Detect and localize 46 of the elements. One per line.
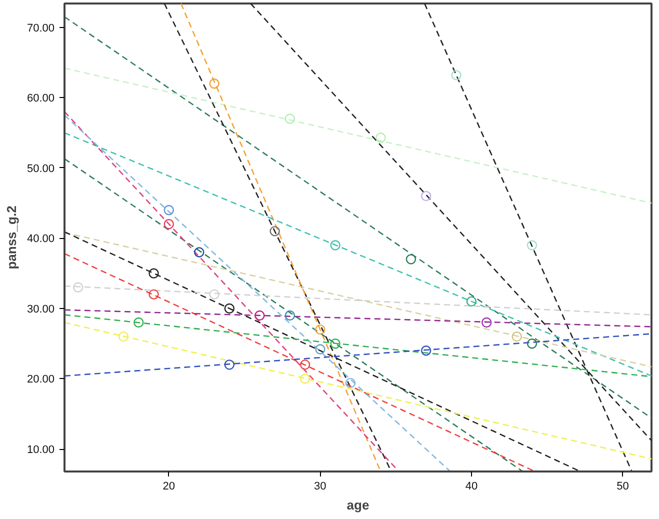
- point: [254, 310, 265, 321]
- y-tick-label: 60.00: [26, 92, 55, 105]
- point: [406, 254, 416, 264]
- x-tick-label: 30: [314, 480, 326, 492]
- point: [420, 346, 432, 356]
- point: [345, 378, 356, 388]
- y-tick-label: 30.00: [26, 303, 55, 316]
- point: [512, 331, 522, 342]
- point: [330, 338, 340, 349]
- point: [376, 132, 386, 143]
- point: [118, 331, 129, 342]
- point: [270, 226, 280, 236]
- x-tick-label: 20: [162, 480, 176, 492]
- point: [315, 324, 326, 335]
- y-tick-label: 10.00: [26, 444, 55, 456]
- y-tick-label: 20.00: [26, 374, 55, 386]
- x-tick-label: 40: [465, 480, 478, 492]
- point: [194, 247, 204, 258]
- point: [330, 240, 340, 250]
- point: [284, 310, 296, 321]
- point: [526, 338, 538, 349]
- point: [224, 303, 235, 314]
- point: [73, 282, 84, 292]
- point: [315, 344, 326, 354]
- point: [209, 78, 220, 89]
- y-tick-label: 50.00: [26, 162, 55, 175]
- y-tick-label: 40.00: [26, 233, 55, 246]
- point: [209, 289, 220, 300]
- point: [164, 219, 174, 230]
- point: [224, 360, 235, 370]
- point: [164, 205, 174, 216]
- y-tick-label: 70.00: [26, 22, 55, 34]
- point: [134, 317, 144, 328]
- point: [148, 268, 159, 278]
- point: [481, 317, 492, 328]
- point: [420, 190, 432, 202]
- y-axis-title: panss_g.2: [4, 206, 19, 270]
- x-tick-label: 50: [616, 480, 629, 492]
- point: [300, 360, 310, 370]
- point: [451, 70, 462, 80]
- point: [300, 374, 310, 384]
- point: [148, 289, 159, 300]
- point: [466, 296, 477, 307]
- x-axis-title: age: [346, 498, 370, 512]
- point: [526, 240, 538, 250]
- point: [284, 114, 296, 124]
